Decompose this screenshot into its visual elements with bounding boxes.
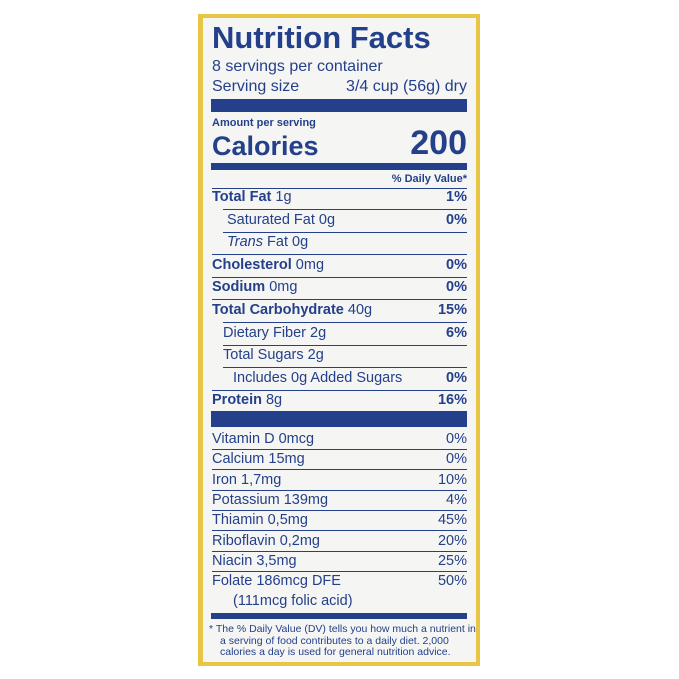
nutrient-row: Includes 0g Added Sugars (233, 371, 402, 386)
separator (223, 367, 467, 369)
vitamin-name: Iron 1,7mg (212, 471, 282, 488)
separator (223, 344, 467, 346)
rule (211, 411, 467, 427)
vitamin-dv: 0% (446, 431, 467, 447)
vitamin-name: Folate 186mcg DFE (212, 573, 341, 590)
nutrient-name: Fat 0g (267, 234, 309, 251)
vitamin-name: Thiamin 0,5mg (212, 512, 308, 529)
nutrient-name: Dietary Fiber 2g (223, 324, 327, 341)
nutrient-name: Total Carbohydrate (212, 302, 344, 318)
nutrient-name: Saturated Fat 0g (227, 211, 336, 228)
nutrient-row: Sodium 0mg (212, 280, 297, 295)
separator (212, 254, 467, 256)
serving-size-value: 3/4 cup (56g) dry (346, 78, 467, 95)
nutrient-row: Cholesterol 0mg (212, 258, 324, 273)
separator (212, 469, 467, 471)
nutrient-row: Total Carbohydrate 40g (212, 303, 372, 318)
nutrition-label: Nutrition Facts 8 servings per container… (203, 18, 476, 662)
amount-per-serving: Amount per serving (212, 117, 316, 129)
rule (211, 163, 467, 170)
vitamin-name: (111mcg folic acid) (233, 593, 353, 610)
nutrient-row: Dietary Fiber 2g (223, 324, 327, 341)
nutrient-row: Total Fat 1g (212, 190, 292, 205)
nutrient-dv: 16% (437, 392, 467, 409)
vitamin-name: Riboflavin 0,2mg (212, 532, 320, 549)
vitamin-dv: 4% (446, 491, 467, 508)
vitamin-name: Calcium 15mg (212, 451, 305, 468)
dv-header: % Daily Value* (391, 173, 467, 185)
nutrient-amount: 1g (275, 189, 292, 205)
nutrient-amount: 40g (347, 302, 373, 318)
nutrient-dv: 0% (446, 369, 467, 386)
nutrient-row: Saturated Fat 0g (227, 211, 336, 228)
nutrient-amount: 0mg (269, 279, 298, 296)
title: Nutrition Facts (212, 20, 431, 55)
vitamin-dv: 0% (446, 451, 467, 468)
nutrient-row: Protein 8g (212, 393, 282, 408)
vitamin-dv: 10% (437, 471, 467, 488)
separator (212, 389, 467, 391)
footnote-line: calories a day is used for general nutri… (220, 646, 451, 658)
nutrient-dv: 0% (446, 211, 467, 228)
nutrient-amount: 0mg (295, 256, 325, 273)
nutrient-dv: 0% (446, 279, 467, 296)
separator (223, 322, 467, 323)
rule (211, 99, 467, 112)
vitamin-dv: 45% (437, 512, 467, 529)
separator (223, 209, 467, 210)
nutrient-name: Total Sugars 2g (223, 347, 324, 364)
nutrient-name: Cholesterol (212, 256, 292, 273)
separator (212, 188, 467, 189)
nutrient-dv: 0% (446, 256, 467, 273)
nutrient-name: Protein (212, 392, 262, 409)
nutrient-dv: 1% (446, 189, 467, 205)
separator (212, 509, 467, 511)
separator (212, 489, 467, 491)
nutrient-dv: 15% (437, 302, 467, 318)
serving-size-label: Serving size (212, 78, 300, 95)
nutrient-row: Total Sugars 2g (223, 348, 324, 363)
nutrient-row: Trans Fat 0g (227, 235, 308, 250)
calories-value: 200 (410, 124, 467, 162)
servings: 8 servings per container (212, 58, 383, 75)
footnote-line: a serving of food contributes to a daily… (220, 634, 449, 647)
nutrient-amount: 8g (265, 392, 283, 409)
nutrient-name: Sodium (212, 279, 266, 296)
separator (212, 530, 467, 532)
nutrient-name: Includes 0g Added Sugars (233, 369, 403, 386)
vitamin-name: Niacin 3,5mg (212, 552, 297, 569)
separator (212, 299, 467, 301)
vitamin-dv: 50% (437, 573, 467, 590)
calories-label: Calories (212, 131, 319, 161)
nutrient-dv: 6% (446, 324, 467, 341)
footnote-line: * The % Daily Value (DV) tells you how m… (209, 623, 476, 635)
vitamin-name: Potassium 139mg (212, 491, 329, 508)
nutrient-name: Total Fat (212, 189, 272, 205)
separator (212, 276, 467, 278)
vitamin-dv: 20% (437, 532, 467, 549)
separator (212, 449, 467, 450)
vitamin-dv: 25% (437, 552, 467, 569)
separator (212, 570, 467, 572)
separator (212, 550, 467, 552)
rule (211, 613, 467, 619)
separator (223, 231, 467, 233)
nutrient-italic: Trans (227, 234, 263, 251)
vitamin-name: Vitamin D 0mcg (212, 431, 315, 447)
